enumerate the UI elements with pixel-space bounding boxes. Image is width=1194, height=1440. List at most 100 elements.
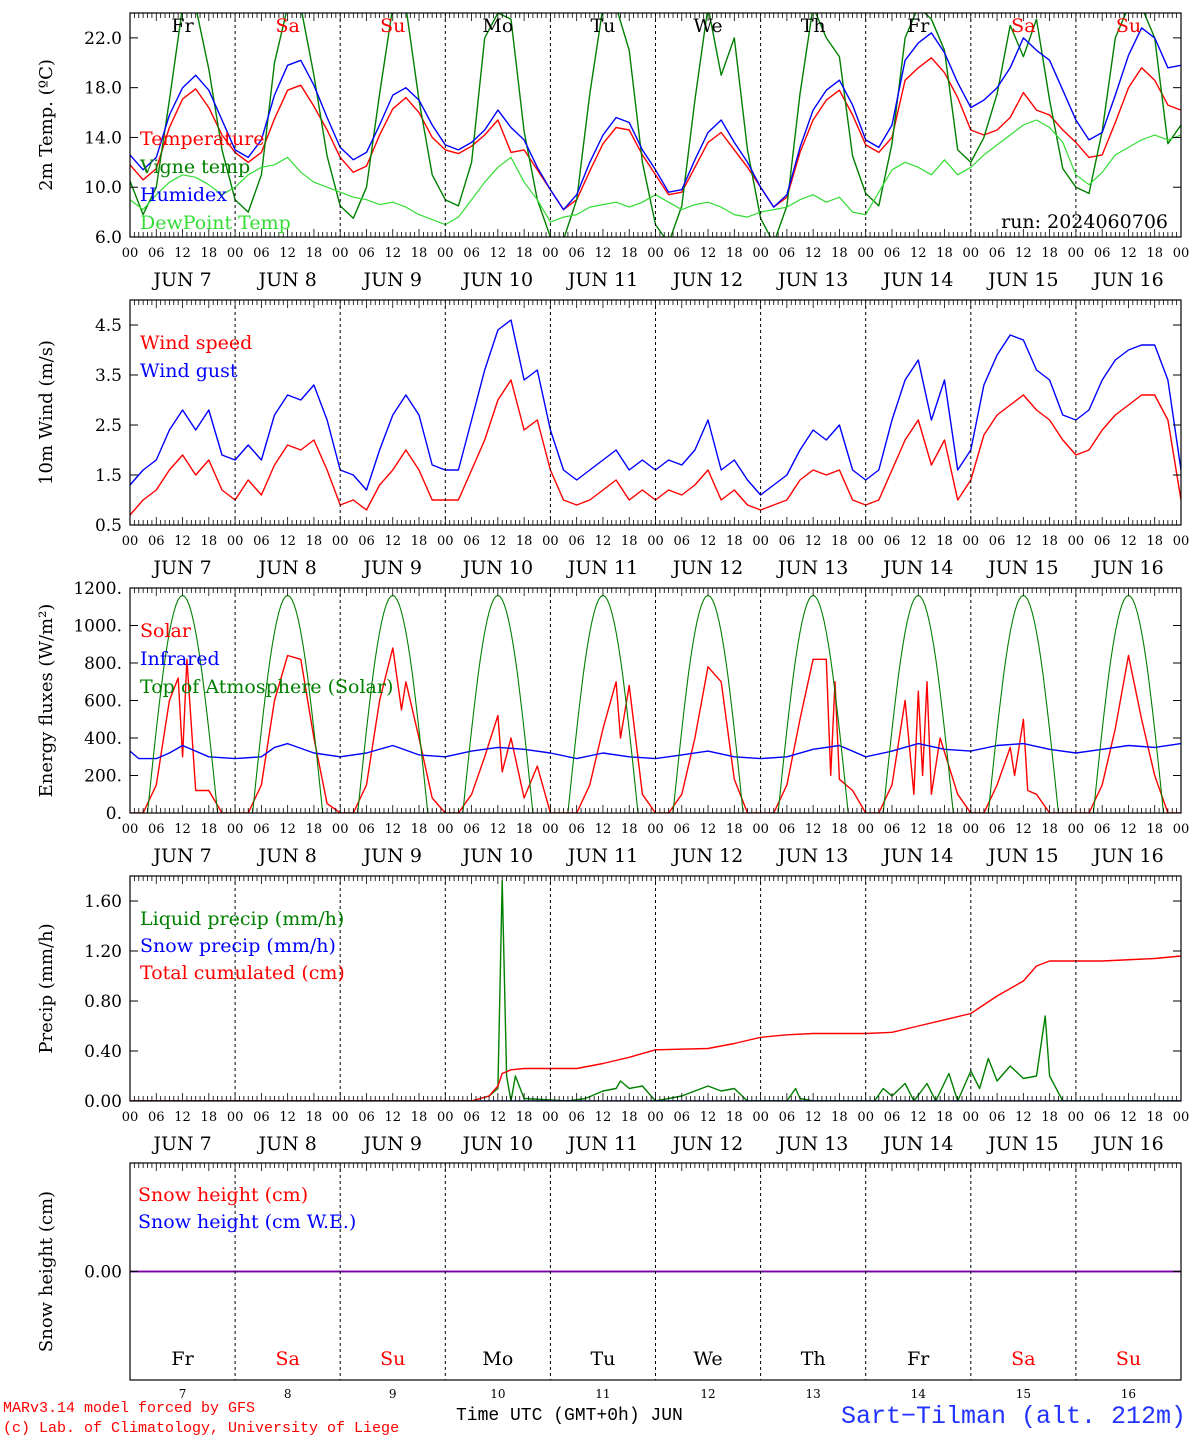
date-label: JUN 12 (671, 845, 743, 867)
hour-tick-label: 18 (306, 1110, 323, 1125)
y-tick-label: 10.0 (84, 178, 122, 198)
hour-tick-label: 00 (647, 822, 664, 837)
y-tick-label: 0.00 (84, 1092, 122, 1112)
panel-5: 0.00 Snow height (cm) Snow height (cm) Snow… (36, 1162, 1182, 1381)
hour-tick-label: 12 (384, 1110, 401, 1125)
weekday-label-top: Th (801, 15, 826, 37)
date-label: JUN 14 (881, 1133, 953, 1155)
toa-solar-line (445, 594, 551, 813)
y-tick-label: 1200. (73, 579, 122, 599)
hour-tick-label: 18 (516, 822, 533, 837)
y-tick-label: 2.5 (95, 416, 122, 436)
hour-tick-label: 00 (332, 534, 349, 549)
time-axis-label: Time UTC (GMT+0h) JUN (456, 1406, 683, 1426)
date-label: JUN 10 (461, 557, 533, 579)
toa-solar-line (235, 594, 341, 813)
hour-tick-label: 18 (201, 534, 218, 549)
hour-tick-label: 18 (411, 246, 428, 261)
station-name: Sart−Tilman (alt. 212m) (840, 1402, 1186, 1431)
hour-tick-label: 18 (1041, 1110, 1058, 1125)
weekday-label-bottom: Su (380, 1348, 405, 1370)
hour-tick-label: 06 (253, 822, 270, 837)
day-number-label: 12 (700, 1387, 715, 1401)
weekday-label-top: Sa (275, 15, 299, 37)
legend-item: Snow height (cm W.E.) (138, 1211, 356, 1233)
legend-item: Wind gust (140, 360, 238, 382)
hour-tick-label: 06 (989, 822, 1006, 837)
series-line (130, 57, 1181, 211)
hour-tick-label: 06 (463, 246, 480, 261)
date-label: JUN 8 (256, 1133, 316, 1155)
hour-tick-label: 18 (306, 534, 323, 549)
panel-1: 6.0 10.0 14.0 18.0 22.0 2m Temp. (ºC) Temperat… (36, 12, 1189, 291)
hour-tick-label: 00 (857, 534, 874, 549)
weekday-label-top: Fr (171, 15, 194, 37)
date-label: JUN 8 (256, 845, 316, 867)
hour-tick-label: 06 (989, 246, 1006, 261)
series-line (130, 880, 1181, 1101)
weekday-label-top: Sa (1011, 15, 1035, 37)
hour-tick-label: 00 (752, 534, 769, 549)
panel-4: 0.00 0.40 0.80 1.20 1.60 Precip (mm/h) Liquid … (36, 875, 1190, 1155)
y-tick-label: 3.5 (95, 366, 122, 386)
hour-tick-label: 12 (910, 822, 927, 837)
day-number-label: 8 (284, 1387, 292, 1401)
hour-tick-label: 00 (122, 534, 139, 549)
hour-tick-label: 12 (174, 1110, 191, 1125)
hour-tick-label: 18 (516, 1110, 533, 1125)
y-tick-label: 0.5 (95, 516, 122, 536)
hour-tick-label: 18 (1146, 1110, 1163, 1125)
hour-tick-label: 00 (542, 822, 559, 837)
hour-tick-label: 12 (595, 534, 612, 549)
hour-tick-label: 18 (306, 246, 323, 261)
hour-tick-label: 12 (1120, 822, 1137, 837)
y-tick-label: 14.0 (84, 128, 122, 148)
weekday-label-bottom: We (693, 1348, 722, 1370)
legend-item: Wind speed (140, 332, 252, 354)
y-axis-label: 10m Wind (m/s) (36, 340, 57, 485)
date-label: JUN 13 (776, 1133, 848, 1155)
hour-tick-label: 00 (752, 246, 769, 261)
hour-tick-label: 12 (384, 246, 401, 261)
date-label: JUN 15 (986, 269, 1058, 291)
date-label: JUN 15 (986, 557, 1058, 579)
weekday-label-bottom: Fr (171, 1348, 194, 1370)
series-line (130, 742, 1181, 760)
y-tick-label: 200. (84, 767, 122, 787)
hour-tick-label: 12 (384, 534, 401, 549)
weekday-label-top: Tu (590, 15, 615, 37)
legend-item: Snow precip (mm/h) (140, 935, 336, 957)
hour-tick-label: 18 (306, 822, 323, 837)
y-tick-label: 0.00 (84, 1263, 122, 1283)
hour-tick-label: 00 (1173, 1110, 1190, 1125)
hour-tick-label: 00 (963, 534, 980, 549)
toa-solar-line (340, 594, 446, 813)
hour-tick-label: 00 (227, 246, 244, 261)
y-axis-label: Energy fluxes (W/m²) (36, 604, 57, 798)
hour-tick-label: 06 (568, 246, 585, 261)
weekday-label-top: We (693, 15, 722, 37)
hour-tick-label: 18 (936, 246, 953, 261)
hour-tick-label: 06 (463, 822, 480, 837)
weekday-label-top: Su (1116, 15, 1141, 37)
day-number-label: 16 (1121, 1387, 1136, 1401)
weekday-label-top: Fr (907, 15, 930, 37)
hour-tick-label: 18 (1041, 822, 1058, 837)
weekday-label-top: Mo (482, 15, 513, 37)
hour-tick-label: 12 (1120, 1110, 1137, 1125)
hour-tick-label: 18 (1146, 534, 1163, 549)
hour-tick-label: 12 (700, 822, 717, 837)
hour-tick-label: 18 (726, 822, 743, 837)
hour-tick-label: 06 (1094, 1110, 1111, 1125)
hour-tick-label: 00 (1173, 822, 1190, 837)
hour-tick-label: 00 (437, 534, 454, 549)
hour-tick-label: 00 (332, 822, 349, 837)
hour-tick-label: 00 (647, 1110, 664, 1125)
legend-item: Temperature (140, 128, 264, 150)
y-axis-label: Precip (mm/h) (36, 923, 57, 1053)
legend-item: Snow height (cm) (138, 1184, 308, 1206)
hour-tick-label: 18 (621, 534, 638, 549)
legend-item: Infrared (140, 648, 220, 670)
legend-item: Total cumulated (cm) (140, 962, 345, 984)
hour-tick-label: 06 (253, 246, 270, 261)
